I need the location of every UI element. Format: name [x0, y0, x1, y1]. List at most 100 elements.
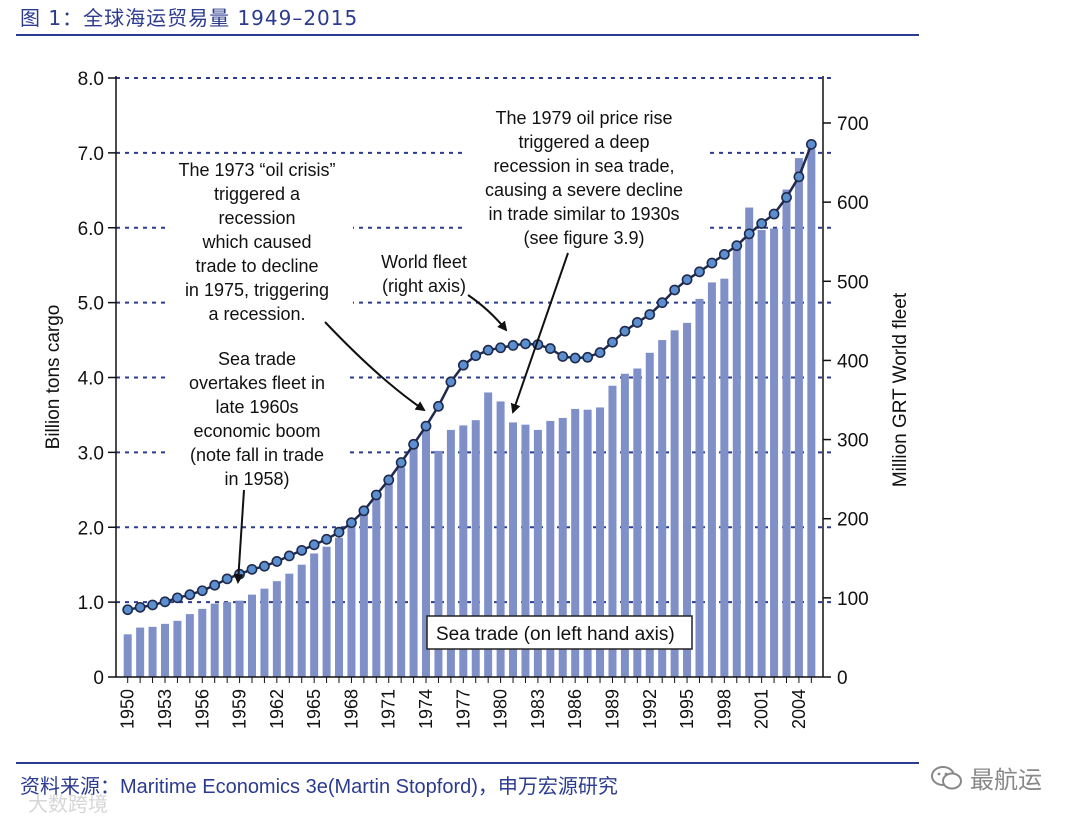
world-fleet-note-line: World fleet [381, 252, 467, 272]
wechat-icon [931, 765, 962, 789]
fleet-point-1960 [246, 563, 258, 575]
fleet-point-1982 [520, 338, 531, 350]
oil-crisis-arrow [324, 321, 426, 412]
bar-1969 [359, 510, 368, 677]
bar-1978 [471, 420, 480, 677]
bar-1976 [446, 429, 455, 677]
legend-box: Sea trade (on left hand axis) [426, 615, 693, 650]
x-tick-label: 1962 [267, 689, 287, 729]
fleet-point-1987 [582, 351, 594, 363]
source-divider [16, 762, 919, 764]
oil-crisis-note-line: triggered a [214, 184, 301, 204]
bar-2005 [807, 149, 816, 678]
oil-price-note: The 1979 oil price rise triggered a deep r… [485, 108, 683, 248]
source-line: 资料来源：Maritime Economics 3e(Martin Stopfo… [20, 770, 618, 799]
fleet-point-1999 [731, 240, 743, 252]
x-tick-label: 1950 [118, 689, 138, 729]
fleet-point-1953 [159, 596, 171, 608]
bar-1977 [459, 425, 468, 677]
oil-price-note-line: causing a severe decline [485, 180, 683, 200]
x-tick-label: 2004 [789, 689, 809, 729]
bar-1961 [260, 588, 269, 677]
oil-price-note-line: in trade similar to 1930s [488, 204, 679, 224]
x-tick-label: 1953 [155, 689, 175, 729]
sea-trade-note-line: Sea trade [218, 349, 296, 369]
fleet-point-1973 [408, 438, 419, 450]
x-tick-label: 1956 [192, 689, 212, 729]
bar-1962 [272, 581, 281, 677]
fleet-point-1988 [594, 347, 606, 358]
left-tick-label: 5.0 [78, 294, 104, 315]
x-tick-label: 1995 [677, 689, 697, 729]
fleet-point-1979 [482, 344, 494, 356]
brand-logo: 最航运 [930, 760, 1042, 795]
oil-crisis-note-line: trade to decline [195, 256, 318, 276]
bar-1986 [571, 408, 580, 677]
annotation-halo [170, 345, 346, 491]
fleet-point-1990 [619, 325, 631, 337]
bar-1985 [558, 417, 567, 677]
bar-1982 [521, 424, 530, 677]
bar-1998 [720, 278, 729, 677]
fleet-point-1954 [172, 592, 183, 604]
bar-1972 [397, 467, 406, 677]
bar-1967 [335, 537, 344, 677]
bar-1996 [695, 298, 704, 677]
x-tick-label: 1977 [453, 689, 473, 729]
x-tick-label: 1992 [640, 689, 660, 729]
bar-1954 [173, 620, 182, 677]
bar-1975 [434, 450, 443, 677]
fleet-point-1963 [283, 550, 295, 562]
oil-price-note-line: The 1979 oil price rise [495, 108, 672, 128]
bar-1955 [185, 614, 194, 677]
axes [115, 76, 824, 678]
fleet-point-1975 [433, 400, 444, 412]
sea-trade-note-line: (note fall in trade [190, 445, 324, 465]
legend-text: Sea trade (on left hand axis) [436, 624, 675, 645]
source-text: Maritime Economics 3e(Martin Stopford)，申… [120, 776, 618, 798]
fleet-point-1985 [557, 351, 569, 362]
fleet-point-1952 [147, 599, 158, 611]
bar-1997 [707, 282, 716, 677]
source-prefix: 资料来源： [20, 774, 120, 798]
left-tick-label: 6.0 [78, 219, 104, 240]
sea-trade-note-line: late 1960s [215, 397, 298, 417]
title-divider [16, 34, 919, 36]
right-tick-label: 200 [837, 510, 869, 531]
world-fleet-arrow [467, 294, 508, 332]
bar-1965 [310, 553, 319, 677]
fleet-point-1989 [607, 336, 618, 348]
left-axis-label: Billion tons cargo [43, 305, 64, 450]
bar-2003 [782, 189, 791, 677]
bar-1993 [658, 340, 667, 677]
bar-1984 [546, 420, 555, 677]
x-tick-label: 2001 [752, 689, 772, 729]
x-tick-label: 1965 [304, 689, 324, 729]
left-tick-label: 0 [93, 668, 104, 689]
fleet-point-1958 [221, 573, 233, 585]
fleet-point-1967 [333, 526, 345, 538]
annotation-halo [370, 248, 480, 298]
fleet-point-2002 [768, 208, 780, 220]
annotations: The 1973 “oil crisis” triggered a recessio… [165, 105, 708, 491]
fleet-point-1964 [296, 544, 308, 556]
oil-crisis-note-line: a recession. [208, 304, 305, 324]
bar-1956 [198, 608, 207, 677]
fleet-point-1961 [259, 560, 270, 572]
sea-trade-note-line: economic boom [193, 421, 320, 441]
fleet-point-1996 [694, 266, 705, 278]
fleet-point-1994 [669, 284, 681, 296]
bar-1957 [210, 603, 219, 677]
oil-crisis-note-line: in 1975, triggering [185, 280, 329, 300]
fleet-point-1992 [644, 309, 656, 320]
x-tick-label: 1959 [230, 689, 250, 729]
world-fleet-note: World fleet (right axis) [381, 252, 467, 296]
fleet-point-1986 [569, 352, 581, 364]
bar-1979 [484, 392, 493, 677]
left-axis-ticks: 0 1.0 2.0 3.0 4.0 5.0 6.0 7.0 8.0 [78, 69, 116, 689]
fleet-point-1998 [718, 248, 730, 260]
fleet-point-1993 [656, 297, 668, 309]
bar-1960 [248, 594, 256, 677]
bar-1952 [148, 626, 157, 677]
fleet-point-1969 [358, 505, 370, 517]
